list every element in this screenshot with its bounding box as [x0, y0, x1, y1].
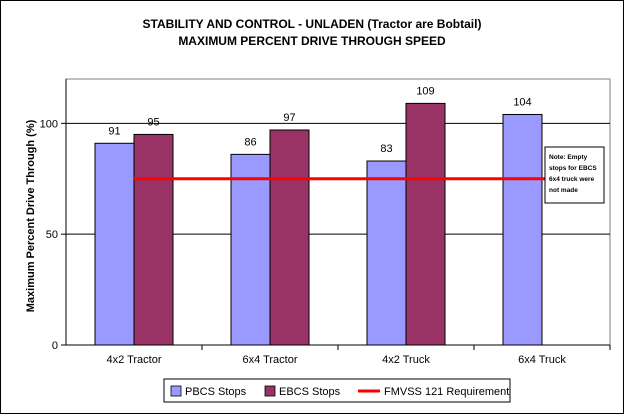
chart-subtitle: MAXIMUM PERCENT DRIVE THROUGH SPEED [178, 34, 446, 48]
annotation-note: Note: Empty stops for EBCS 6x4 truck wer… [544, 146, 605, 204]
data-label: 104 [513, 96, 531, 108]
bar [230, 153, 271, 346]
legend-label-ebcs: EBCS Stops [279, 386, 341, 398]
x-tick-label: 6x4 Tractor [242, 354, 297, 366]
legend-label-pbcs: PBCS Stops [185, 386, 247, 398]
legend-box [163, 378, 511, 403]
bar [94, 142, 135, 346]
bar [405, 102, 446, 346]
note-box [544, 146, 605, 204]
data-label: 95 [147, 116, 159, 128]
legend-swatch-pbcs [170, 385, 182, 397]
y-tick-label: 50 [46, 229, 58, 241]
x-tick-label: 6x4 Truck [518, 354, 566, 366]
x-tick-label: 4x2 Tractor [106, 354, 161, 366]
y-tick-label: 100 [40, 118, 58, 130]
chart-title: STABILITY AND CONTROL - UNLADEN (Tractor… [143, 17, 482, 31]
note-line: Note: Empty [549, 154, 588, 161]
data-label: 109 [416, 85, 434, 97]
legend-label-requirement: FMVSS 121 Requirement [384, 386, 509, 398]
y-axis-title: Maximum Percent Drive Through (%) [25, 119, 37, 312]
bar [133, 133, 174, 346]
data-label: 91 [108, 125, 120, 137]
data-label: 83 [380, 143, 392, 155]
legend-swatch-ebcs [264, 385, 276, 397]
legend: PBCS Stops EBCS Stops FMVSS 121 Requirem… [163, 378, 511, 403]
data-labels: 91 95 86 97 83 109 104 [108, 85, 531, 155]
note-line: not made [549, 187, 578, 194]
x-tick-label: 4x2 Truck [382, 354, 430, 366]
y-tick-label: 0 [52, 340, 58, 352]
note-line: stops for EBCS [549, 165, 597, 172]
bar [366, 160, 407, 346]
bar [269, 129, 310, 346]
note-line: 6x4 truck were [549, 176, 595, 183]
bar [502, 113, 543, 346]
bars [94, 102, 543, 346]
data-label: 86 [244, 136, 256, 148]
data-label: 97 [283, 112, 295, 124]
axes: 0 50 100 4x2 Tractor 6x4 Tractor 4x2 Truck 6x4… [40, 79, 611, 366]
